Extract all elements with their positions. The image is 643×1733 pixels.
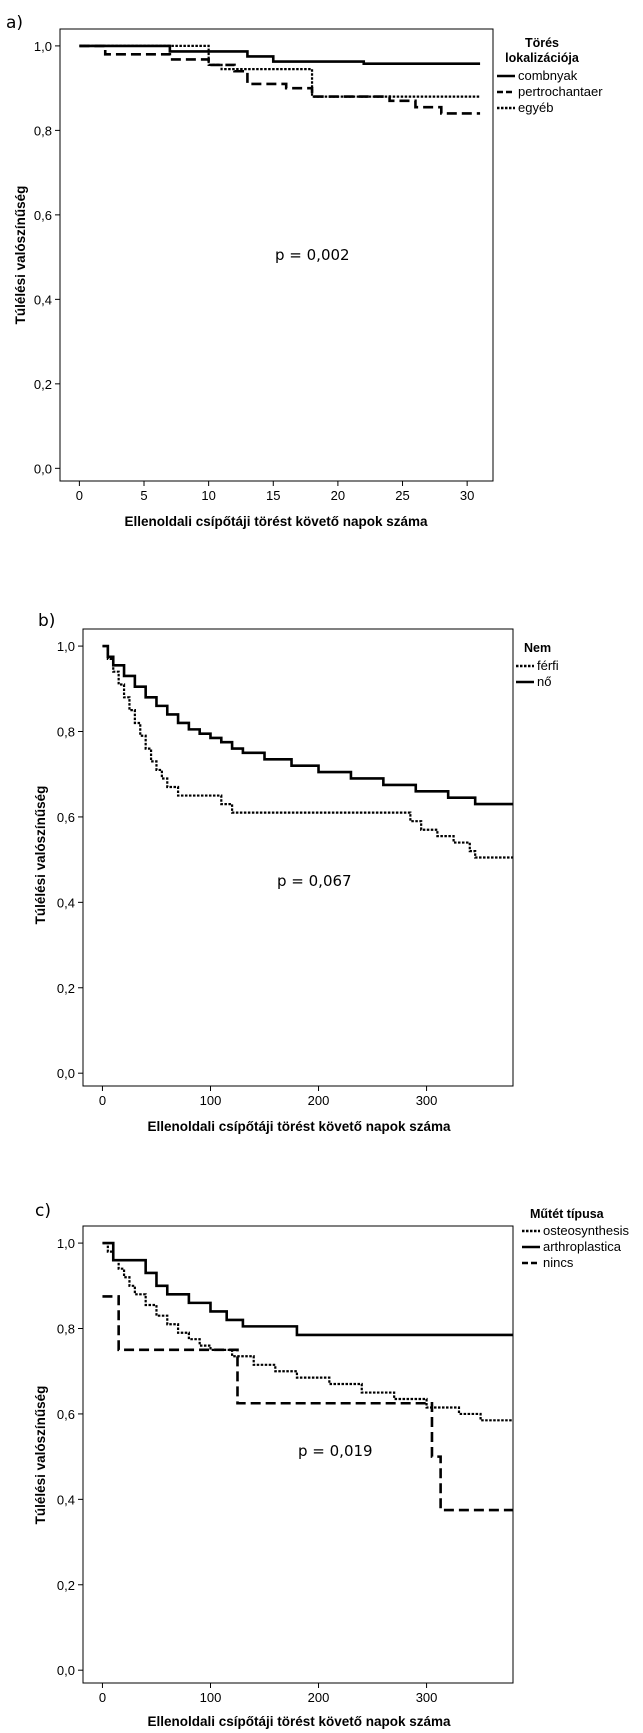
survival-curve-n--b bbox=[102, 644, 513, 806]
legend-title-a-line1: Törés bbox=[525, 36, 559, 50]
x-tick-label-b-1: 100 bbox=[200, 1093, 222, 1108]
x-axis-label-c: Ellenoldali csípőtáji törést követő napo… bbox=[147, 1714, 451, 1729]
y-tick-label-a-0: 0,0 bbox=[34, 461, 52, 476]
y-tick-label-c-1: 0,2 bbox=[57, 1578, 75, 1593]
y-ticks-a: 0,0 0,2 0,4 0,6 0,8 1,0 bbox=[34, 39, 60, 476]
x-ticks-b: 0 100 200 300 bbox=[99, 1086, 438, 1108]
legend-label-a-0: combnyak bbox=[518, 68, 578, 83]
x-tick-label-b-2: 200 bbox=[308, 1093, 330, 1108]
survival-curve-osteosynthesis-c bbox=[102, 1241, 513, 1422]
y-tick-label-c-4: 0,8 bbox=[57, 1322, 75, 1337]
legend-label-b-0: férfi bbox=[537, 658, 559, 673]
x-tick-label-a-1: 5 bbox=[140, 488, 147, 503]
p-value-annotation-b: p = 0,067 bbox=[277, 872, 352, 890]
y-tick-label-b-1: 0,2 bbox=[57, 981, 75, 996]
survival-curve-combnyak-a bbox=[79, 44, 481, 65]
survival-curve-pertrochantaer-a bbox=[79, 44, 481, 115]
legend-title-b: Nem bbox=[524, 641, 551, 655]
series-group-a bbox=[79, 44, 481, 115]
x-tick-label-c-3: 300 bbox=[416, 1690, 438, 1705]
x-ticks-a: 0 5 10 15 20 25 30 bbox=[76, 481, 474, 503]
y-tick-label-b-5: 1,0 bbox=[57, 639, 75, 654]
panel-label-c: c) bbox=[35, 1201, 51, 1221]
panel-label-a: a) bbox=[6, 13, 23, 33]
y-tick-label-b-3: 0,6 bbox=[57, 810, 75, 825]
plot-frame-c bbox=[82, 1225, 514, 1684]
y-tick-label-a-3: 0,6 bbox=[34, 208, 52, 223]
legend-a: Törés lokalizációja combnyakpertrochanta… bbox=[497, 36, 603, 115]
y-axis-label-b: Túlélési valószínűség bbox=[33, 786, 48, 925]
y-tick-label-c-5: 1,0 bbox=[57, 1236, 75, 1251]
x-ticks-c: 0 100 200 300 bbox=[99, 1683, 438, 1705]
legend-title-c: Műtét típusa bbox=[530, 1207, 605, 1221]
x-tick-label-a-5: 25 bbox=[395, 488, 409, 503]
x-axis-label-a: Ellenoldali csípőtáji törést követő napo… bbox=[124, 514, 428, 529]
y-tick-label-a-4: 0,8 bbox=[34, 123, 52, 138]
survival-chart-a: a) 0 5 10 15 20 25 30 0,0 0,2 0,4 0,6 0,8 1,0 p = 0… bbox=[6, 13, 603, 529]
y-tick-label-b-0: 0,0 bbox=[57, 1066, 75, 1081]
y-tick-label-a-2: 0,4 bbox=[34, 292, 52, 307]
y-ticks-c: 0,0 0,2 0,4 0,6 0,8 1,0 bbox=[57, 1236, 83, 1678]
x-axis-label-b: Ellenoldali csípőtáji törést követő napo… bbox=[147, 1119, 451, 1134]
p-value-annotation-a: p = 0,002 bbox=[275, 246, 350, 264]
survival-curve-arthroplastica-c bbox=[102, 1241, 513, 1337]
survival-curve-f-rfi-b bbox=[102, 644, 513, 859]
survival-curve-nincs-c bbox=[102, 1295, 513, 1512]
x-tick-label-a-6: 30 bbox=[460, 488, 474, 503]
y-axis-label-c: Túlélési valószínűség bbox=[33, 1386, 48, 1525]
survival-chart-c: c) 0 100 200 300 0,0 0,2 0,4 0,6 0,8 1,0 p = 0,0… bbox=[33, 1201, 629, 1729]
x-tick-label-c-0: 0 bbox=[99, 1690, 106, 1705]
survival-chart-b: b) 0 100 200 300 0,0 0,2 0,4 0,6 0,8 1,0 p = 0,0… bbox=[33, 611, 559, 1134]
p-value-annotation-c: p = 0,019 bbox=[298, 1442, 373, 1460]
series-group-c bbox=[102, 1241, 513, 1512]
x-tick-label-b-0: 0 bbox=[99, 1093, 106, 1108]
panel-label-b: b) bbox=[38, 611, 55, 631]
legend-c: Műtét típusa osteosynthesisarthroplastic… bbox=[522, 1207, 629, 1270]
legend-label-a-1: pertrochantaer bbox=[518, 84, 603, 99]
legend-label-c-2: nincs bbox=[543, 1255, 574, 1270]
x-tick-label-a-3: 15 bbox=[266, 488, 280, 503]
y-tick-label-b-4: 0,8 bbox=[57, 725, 75, 740]
x-tick-label-c-1: 100 bbox=[200, 1690, 222, 1705]
legend-title-a-line2: lokalizációja bbox=[505, 51, 580, 65]
y-tick-label-b-2: 0,4 bbox=[57, 895, 75, 910]
legend-label-a-2: egyéb bbox=[518, 100, 553, 115]
legend-label-c-1: arthroplastica bbox=[543, 1239, 622, 1254]
y-tick-label-c-3: 0,6 bbox=[57, 1407, 75, 1422]
y-tick-label-a-5: 1,0 bbox=[34, 39, 52, 54]
y-tick-label-a-1: 0,2 bbox=[34, 377, 52, 392]
survival-curve-egy-b-a bbox=[79, 44, 481, 98]
x-tick-label-c-2: 200 bbox=[308, 1690, 330, 1705]
y-ticks-b: 0,0 0,2 0,4 0,6 0,8 1,0 bbox=[57, 639, 83, 1081]
y-tick-label-c-2: 0,4 bbox=[57, 1492, 75, 1507]
x-tick-label-b-3: 300 bbox=[416, 1093, 438, 1108]
legend-label-c-0: osteosynthesis bbox=[543, 1223, 629, 1238]
x-tick-label-a-4: 20 bbox=[331, 488, 345, 503]
plot-frame-a bbox=[59, 28, 494, 482]
x-tick-label-a-2: 10 bbox=[201, 488, 215, 503]
series-group-b bbox=[102, 644, 513, 859]
legend-label-b-1: nő bbox=[537, 674, 551, 689]
y-axis-label-a: Túlélési valószínűség bbox=[13, 186, 28, 325]
y-tick-label-c-0: 0,0 bbox=[57, 1663, 75, 1678]
x-tick-label-a-0: 0 bbox=[76, 488, 83, 503]
